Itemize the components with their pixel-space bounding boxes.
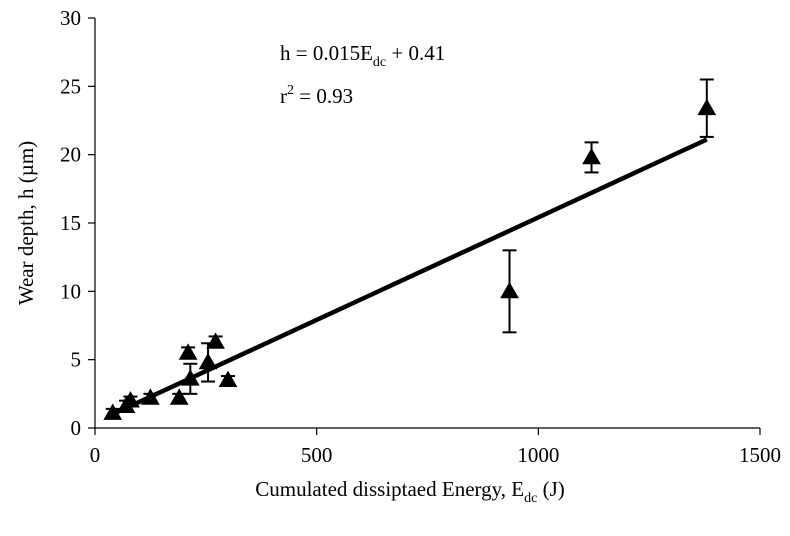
data-point-0 (103, 403, 123, 420)
data-point-9 (218, 370, 238, 388)
triangle-marker-2 (121, 391, 140, 408)
fit-equation-annotation: h = 0.015Edc + 0.41 (280, 41, 445, 70)
x-ticks: 0 500 1000 1500 (90, 428, 781, 467)
triangle-marker-0 (103, 403, 123, 420)
triangle-marker-10 (500, 281, 519, 299)
triangle-marker-12 (697, 98, 717, 116)
triangle-marker-7 (198, 352, 218, 370)
equation-rest: + 0.41 (386, 41, 445, 65)
x-axis-label-main: Cumulated dissiptaed Energy, E (255, 477, 524, 501)
data-point-12 (697, 78, 717, 138)
y-tick-label-0: 0 (71, 416, 82, 440)
y-tick-label-6: 30 (60, 6, 81, 30)
r-squared-annotation: r2 = 0.93 (280, 83, 353, 108)
x-axis-label-unit: (J) (537, 477, 564, 501)
y-tick-label-3: 15 (60, 211, 81, 235)
data-point-8 (206, 332, 225, 349)
r2-main: r (280, 84, 287, 108)
y-ticks: 0 5 10 15 20 25 30 (60, 6, 95, 440)
r2-rest: = 0.93 (294, 84, 353, 108)
triangle-marker-8 (206, 332, 225, 349)
triangle-marker-6 (180, 369, 200, 386)
x-tick-label-2: 1000 (517, 443, 559, 467)
x-axis-label: Cumulated dissiptaed Energy, Edc (J) (255, 477, 565, 506)
y-tick-label-2: 10 (60, 279, 81, 303)
data-point-3 (141, 388, 160, 405)
triangle-marker-5 (178, 343, 198, 360)
data-point-2 (121, 391, 140, 408)
data-point-7 (198, 342, 218, 383)
triangle-marker-11 (582, 147, 601, 165)
axes (94, 18, 760, 429)
x-tick-label-3: 1500 (739, 443, 781, 467)
x-tick-label-0: 0 (90, 443, 101, 467)
data-point-4 (169, 388, 189, 405)
data-point-11 (582, 141, 601, 174)
data-point-5 (178, 343, 198, 360)
x-axis-label-sub: dc (524, 491, 537, 506)
equation-sub: dc (373, 55, 386, 70)
triangle-marker-4 (169, 388, 189, 405)
data-point-10 (500, 249, 519, 334)
triangle-marker-3 (141, 388, 160, 405)
y-tick-label-1: 5 (71, 348, 82, 372)
fit-line (111, 137, 708, 417)
x-tick-label-1: 500 (301, 443, 333, 467)
data-point-6 (180, 362, 200, 395)
data-points (103, 78, 717, 420)
y-tick-label-4: 20 (60, 143, 81, 167)
triangle-marker-9 (218, 370, 238, 388)
equation-main: h = 0.015E (280, 41, 373, 65)
r2-sup: 2 (287, 83, 294, 98)
y-tick-label-5: 25 (60, 74, 81, 98)
y-axis-label: Wear depth, h (µm) (14, 141, 38, 305)
fit-line-group (111, 137, 708, 417)
